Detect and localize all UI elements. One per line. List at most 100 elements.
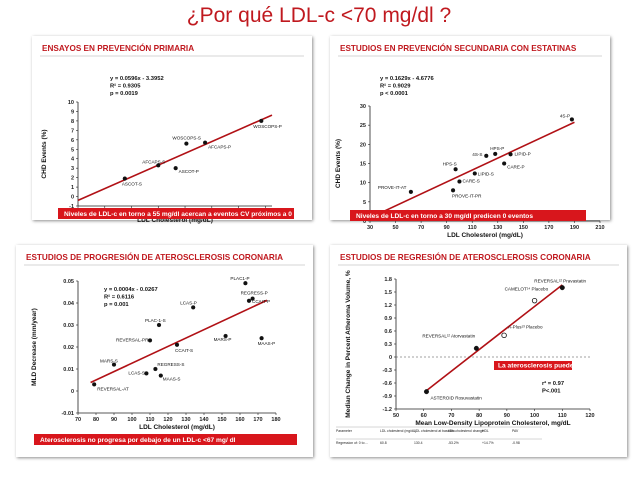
data-point xyxy=(158,373,163,378)
y-tick-label: 1.8 xyxy=(384,277,392,283)
data-point xyxy=(450,188,456,193)
data-point-label: 4S-P xyxy=(560,113,570,118)
data-point xyxy=(508,152,513,157)
x-tick-label: 60 xyxy=(421,413,427,419)
data-point-label: WOSCOPS-S xyxy=(172,136,201,141)
conclusion-banner-text: Aterosclerosis no progresa por debajo de… xyxy=(40,437,236,444)
y-tick-label: 0 xyxy=(389,355,392,361)
data-point-label: REVERSAL-AT xyxy=(97,386,129,391)
x-tick-label: 80 xyxy=(476,413,482,419)
x-tick-label: 110 xyxy=(468,225,477,231)
regression-stat: P<.001 xyxy=(542,389,561,395)
data-point-label: LCAS-S xyxy=(128,370,145,375)
data-point-label: AFCAPS-P xyxy=(208,145,231,150)
y-tick-label: -1 xyxy=(69,204,74,210)
y-tick-label: 0 xyxy=(71,195,74,201)
x-tick-label: 130 xyxy=(181,417,190,423)
x-tick-label: 70 xyxy=(75,417,81,423)
data-point xyxy=(156,322,162,328)
data-point xyxy=(472,171,477,176)
data-point-label: AFCAPS-S xyxy=(142,159,165,164)
y-tick-label: 30 xyxy=(360,104,366,110)
table-cell: -0.98 xyxy=(512,441,520,445)
x-tick-label: 130 xyxy=(493,225,502,231)
x-tick-label: 210 xyxy=(595,225,604,231)
x-tick-label: 80 xyxy=(93,417,99,423)
data-point-label: CCAIT-S xyxy=(175,348,193,353)
trend-line xyxy=(90,299,268,384)
chart-regression: ESTUDIOS DE REGRESIÓN DE ATEROSCLEROSIS … xyxy=(336,251,619,445)
data-point xyxy=(457,179,462,184)
data-point-label: MARS-S xyxy=(100,359,118,364)
data-point-label: PLAC-1-S xyxy=(145,318,166,323)
y-tick-label: 0.9 xyxy=(384,316,392,322)
x-tick-label: 70 xyxy=(448,413,454,419)
data-point-label: 4S-S xyxy=(472,152,482,157)
data-point xyxy=(502,161,507,166)
conclusion-banner xyxy=(350,210,586,221)
data-point xyxy=(484,153,489,158)
y-tick-label: 0.03 xyxy=(63,323,74,329)
x-tick-label: 150 xyxy=(217,417,226,423)
table-header: LDL-cholesterol change xyxy=(448,429,484,433)
y-tick-label: 2 xyxy=(71,176,74,182)
data-point xyxy=(92,382,97,387)
page-title: ¿Por qué LDL-c <70 mg/dl ? xyxy=(186,4,452,27)
x-tick-label: 190 xyxy=(570,225,579,231)
x-axis-label: LDL Cholesterol (mg/dL) xyxy=(447,232,523,239)
data-point xyxy=(423,389,429,395)
table-header: PAV xyxy=(512,429,519,433)
x-tick-label: 160 xyxy=(235,417,244,423)
data-point-label: PROVE-IT-PR xyxy=(452,193,482,198)
data-point-label: ASCOT-P xyxy=(179,169,199,174)
x-axis-label: Mean Low-Density Lipoprotein Cholesterol… xyxy=(415,420,570,427)
conclusion-banner xyxy=(34,434,297,445)
data-point-label: CARE-P xyxy=(507,165,524,170)
y-tick-label: 1.2 xyxy=(384,303,392,309)
regression-stat: p = 0.001 xyxy=(104,302,129,308)
regression-stat: y = 0.0596x - 3.3952 xyxy=(110,76,164,82)
y-axis-label: MLD Decrease (mm/year) xyxy=(31,308,38,386)
table-header: LDL cholesterol (mg/dL) xyxy=(380,429,416,433)
x-tick-label: 90 xyxy=(504,413,510,419)
data-point xyxy=(250,296,255,301)
x-tick-label: 110 xyxy=(558,413,567,419)
data-point xyxy=(501,332,507,339)
x-tick-label: 180 xyxy=(271,417,280,423)
y-tick-label: 6 xyxy=(71,138,74,144)
y-tick-label: 0.3 xyxy=(384,342,392,348)
x-tick-label: 100 xyxy=(530,413,539,419)
y-tick-label: 8 xyxy=(71,119,74,125)
y-tick-label: 7 xyxy=(71,128,74,134)
panel-title: ESTUDIOS DE PROGRESIÓN DE ATEROSCLEROSIS… xyxy=(26,251,283,262)
x-tick-label: 90 xyxy=(444,225,450,231)
conclusion-banner-text: Niveles de LDL-c en torno a 30 mg/dl pre… xyxy=(356,213,533,220)
regression-stat: p = 0.0019 xyxy=(110,91,139,97)
panel-secondary-prevention: ESTUDIOS EN PREVENCIÓN SECUNDARIA CON ES… xyxy=(330,36,610,239)
y-tick-label: 4 xyxy=(71,157,75,163)
data-point xyxy=(144,371,149,376)
x-axis-label: LDL Cholesterol (mg/dL) xyxy=(137,217,213,224)
data-point-label: HPS-S xyxy=(443,161,457,166)
data-point xyxy=(184,141,189,146)
data-point-label: MAAS-P xyxy=(258,341,276,346)
y-tick-label: -1.2 xyxy=(383,407,392,413)
y-axis-label: CHD Events (%) xyxy=(41,129,48,178)
data-point xyxy=(122,176,127,181)
table-cell: -53.2% xyxy=(448,441,459,445)
y-tick-label: 0.6 xyxy=(384,329,392,335)
data-point-label: REVERSAL-PR xyxy=(116,337,149,342)
chart-progression: ESTUDIOS DE PROGRESIÓN DE ATEROSCLEROSIS… xyxy=(24,251,305,445)
y-tick-label: 15 xyxy=(360,162,366,168)
table-header: Parameter xyxy=(336,429,353,433)
data-point-label: MAAS-S xyxy=(163,377,181,382)
data-point-label: PROVE-IT-AT xyxy=(378,185,407,190)
conclusion-banner xyxy=(58,208,294,219)
table-cell: 130.4 xyxy=(414,441,423,445)
inner-conclusion-banner xyxy=(494,361,572,370)
panel-regression: ESTUDIOS DE REGRESIÓN DE ATEROSCLEROSIS … xyxy=(330,245,627,457)
table-header: LDL cholesterol at baseline xyxy=(414,429,455,433)
data-point-label: LIPID-S xyxy=(478,171,494,176)
data-point xyxy=(173,166,178,171)
data-point xyxy=(259,118,264,124)
